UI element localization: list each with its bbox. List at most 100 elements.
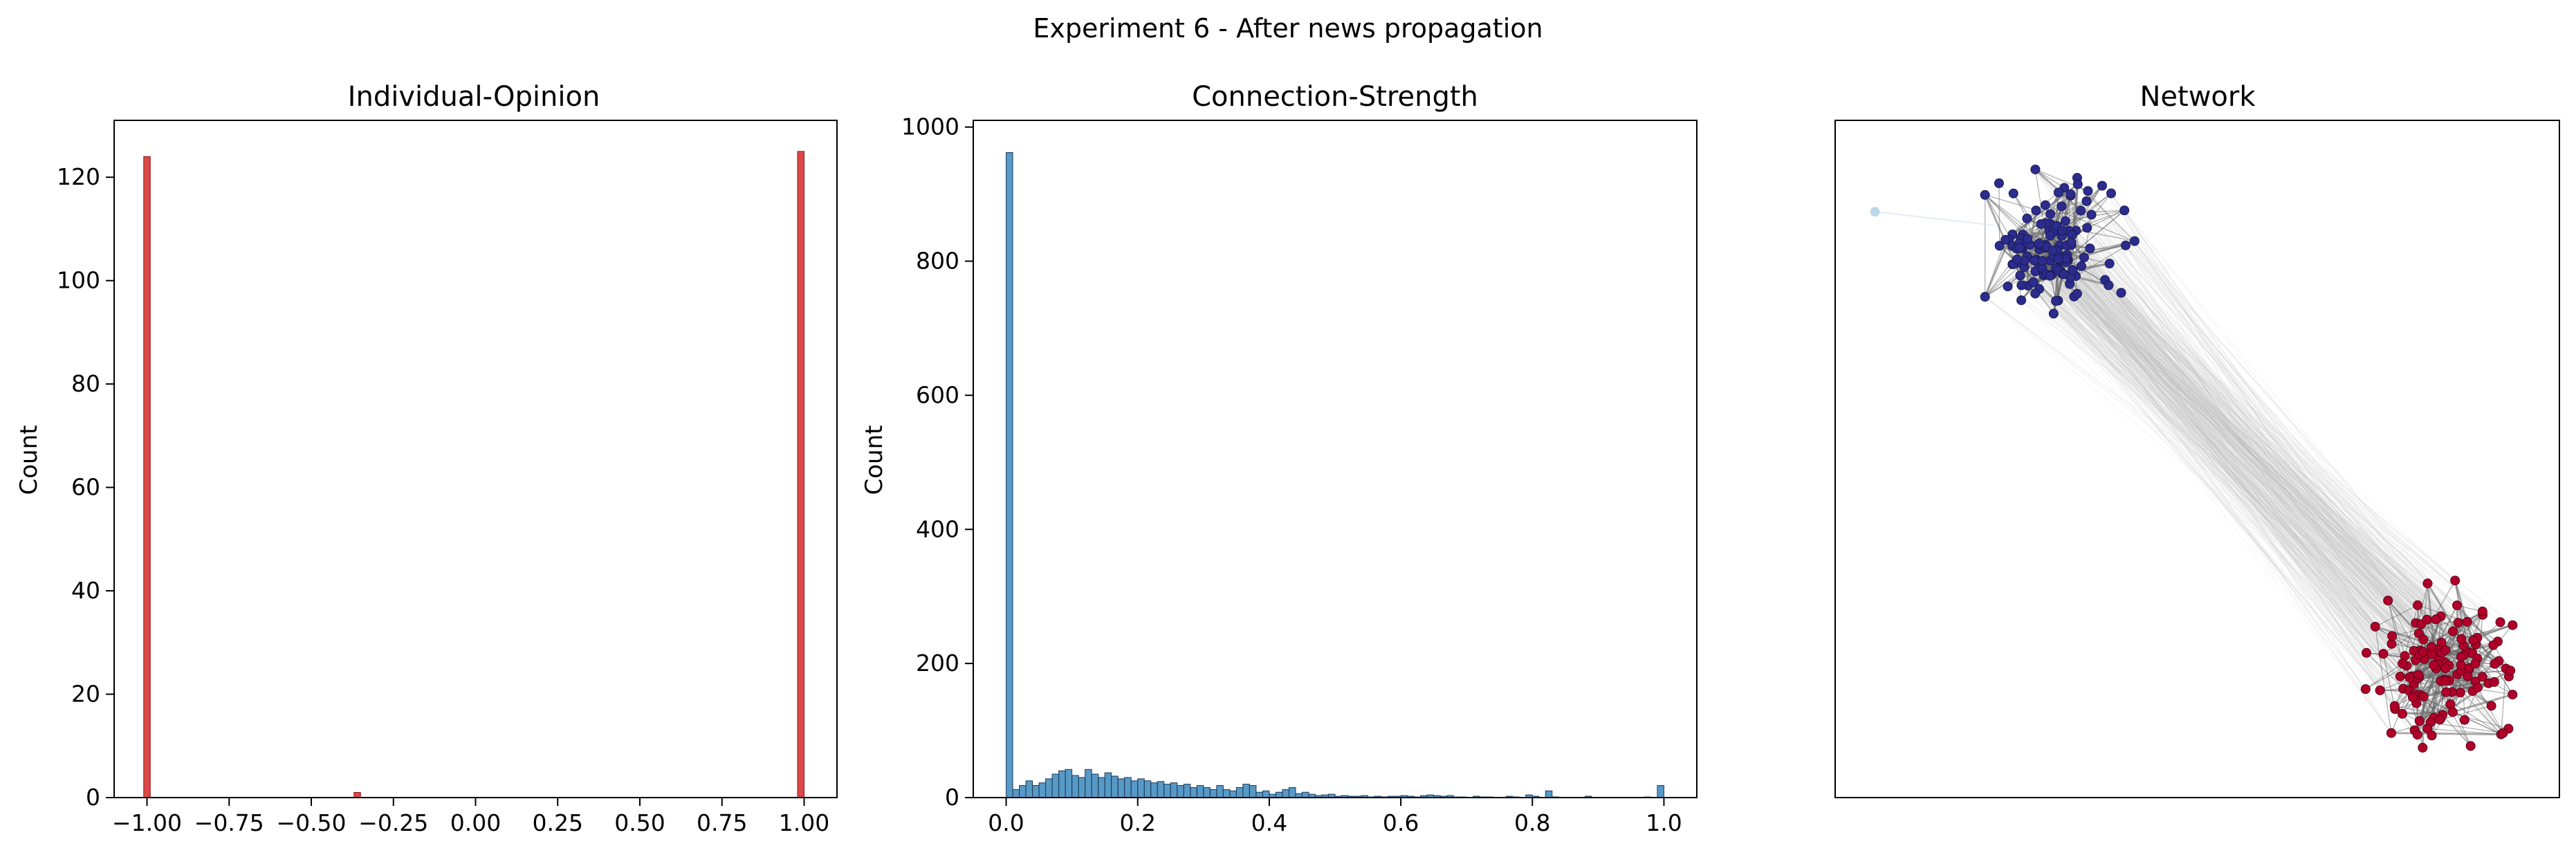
network-edge: [2075, 230, 2431, 723]
network-node: [2462, 616, 2472, 627]
network-edge: [2066, 255, 2420, 721]
network-edge: [2027, 218, 2476, 645]
network-node: [2498, 728, 2508, 738]
histogram-bar: [1222, 789, 1231, 798]
ticks-group: −1.00 −0.75 −0.50 −0.25 0.00 0.25 0.50 0.75 1.00…: [57, 163, 829, 836]
network-edge: [2068, 230, 2423, 748]
network-edge: [2052, 250, 2454, 632]
network-edge: [1985, 296, 2467, 654]
network-node: [2059, 269, 2069, 279]
network-edge: [2059, 255, 2513, 626]
network-edge: [2052, 232, 2462, 671]
network-node: [2045, 230, 2055, 241]
network-edge: [2008, 239, 2392, 645]
network-edge: [2058, 192, 2462, 639]
y-tick-label: 0: [945, 784, 959, 811]
network-node: [2456, 660, 2466, 670]
network-edge: [2070, 277, 2462, 671]
network-node: [2490, 659, 2500, 669]
network-edge: [2034, 169, 2417, 704]
network-edge: [2005, 239, 2401, 677]
network-edge: [2066, 245, 2432, 647]
network-edge: [2016, 262, 2403, 715]
network-node: [2383, 596, 2393, 606]
network-node: [2106, 188, 2116, 199]
network-edge: [2035, 169, 2478, 688]
plot-frame: [973, 120, 1698, 798]
y-tick-label: 60: [71, 474, 100, 501]
network-edge: [2050, 223, 2420, 678]
histogram-bar: [1150, 782, 1158, 798]
network-edge: [2008, 239, 2420, 651]
network-node: [2456, 652, 2466, 662]
network-edge: [2052, 256, 2393, 636]
network-edge: [2027, 285, 2464, 646]
network-node: [2362, 647, 2372, 658]
network-edge: [2066, 259, 2403, 664]
histogram-bar: [1190, 787, 1197, 798]
network-edge: [2075, 275, 2428, 584]
network-edge: [2134, 241, 2450, 681]
network-edge: [2068, 259, 2462, 639]
ticks-group: 0.0 0.2 0.4 0.6 0.8 1.0 0 200 400 600 800 1000: [901, 113, 1682, 836]
network-edge: [2059, 245, 2511, 671]
network-edge: [2110, 193, 2416, 623]
network-node: [2119, 205, 2130, 216]
network-edge: [2091, 214, 2404, 689]
network-node: [2036, 219, 2046, 229]
network-edge: [2418, 677, 2428, 729]
network-edge: [2066, 261, 2476, 645]
network-node: [2037, 255, 2048, 266]
y-tick-label: 1000: [901, 113, 959, 140]
network-edge: [2072, 269, 2367, 654]
network-node: [2072, 288, 2082, 299]
network-edge: [2027, 256, 2458, 606]
network-edge: [2072, 269, 2412, 677]
network-edge: [2063, 274, 2458, 606]
histogram-bar: [1085, 769, 1092, 798]
network-edge: [1985, 275, 2021, 297]
network-edge: [2062, 273, 2418, 679]
network-edge: [1998, 183, 2000, 246]
network-edge: [2121, 292, 2415, 652]
network-edge: [2046, 246, 2427, 620]
network-edge: [2021, 285, 2440, 720]
network-edge: [2019, 247, 2409, 691]
histogram-bar: [1545, 790, 1553, 798]
network-edge: [2072, 269, 2462, 671]
network-node: [2440, 663, 2451, 674]
network-node: [2045, 209, 2056, 219]
network-node: [1980, 292, 1990, 302]
network-edge: [2022, 248, 2420, 678]
network-edge: [2039, 266, 2462, 639]
network-edge: [2074, 296, 2442, 617]
y-tick-label: 800: [916, 248, 959, 275]
network-edge: [2071, 234, 2494, 646]
network-edge: [2012, 246, 2467, 623]
histogram-bar: [1262, 790, 1270, 798]
network-edge: [2050, 235, 2403, 664]
network-node: [2459, 715, 2469, 725]
network-edge: [2041, 223, 2428, 729]
network-edge: [2061, 205, 2403, 664]
x-tick-label: 1.00: [779, 809, 829, 836]
network-edge: [2038, 244, 2432, 654]
network-edge: [2039, 288, 2469, 670]
network-edge: [2052, 256, 2453, 692]
network-edge: [2026, 218, 2410, 678]
network-edge: [2027, 285, 2446, 681]
network-edge: [2027, 238, 2513, 626]
network-node: [2016, 295, 2027, 306]
network-edge: [2027, 256, 2416, 695]
network-edge: [2022, 246, 2501, 623]
network-node: [2441, 687, 2451, 697]
network-edge: [2045, 205, 2478, 659]
network-node: [2015, 243, 2025, 253]
network-node: [2066, 237, 2077, 248]
network-edge: [2012, 264, 2410, 678]
network-edge: [2083, 257, 2469, 669]
network-node: [2000, 235, 2011, 245]
network-edge: [2021, 284, 2478, 659]
network-edge: [2050, 260, 2464, 646]
network-edge: [2059, 245, 2445, 680]
